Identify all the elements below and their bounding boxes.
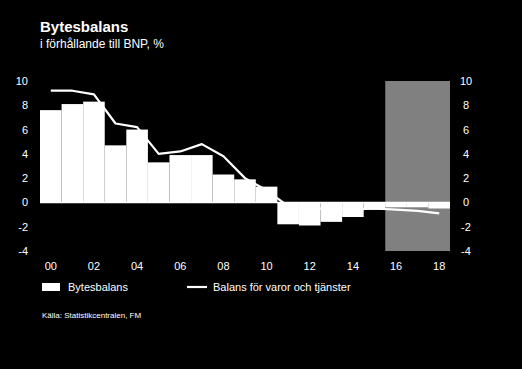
bar: [126, 130, 148, 203]
bar: [105, 145, 127, 202]
y-tick-label: 6: [22, 124, 28, 136]
y2-tick-label: 0: [463, 196, 469, 208]
y2-tick-label: 2: [463, 172, 469, 184]
x-tick-label: 00: [45, 260, 57, 272]
x-tick-label: 04: [131, 260, 143, 272]
subtitle: i förhållande till BNP, %: [40, 37, 164, 51]
x-tick-label: 02: [88, 260, 100, 272]
legend-label: Balans för varor och tjänster: [213, 281, 351, 293]
y-tick-label: 10: [16, 75, 28, 87]
x-tick-label: 08: [217, 260, 229, 272]
forecast-shade: [385, 81, 450, 251]
y-tick-label: -4: [18, 245, 28, 257]
legend-swatch: [187, 286, 207, 288]
bar: [62, 104, 84, 202]
bar: [428, 202, 450, 208]
bar: [191, 155, 213, 202]
x-tick-label: 06: [174, 260, 186, 272]
x-tick-label: 10: [260, 260, 272, 272]
y2-tick-label: -4: [461, 245, 471, 257]
y2-tick-label: 10: [460, 75, 472, 87]
bar: [40, 110, 62, 202]
plot-area: [40, 91, 450, 226]
source: Källa: Statistikcentralen, FM: [42, 311, 141, 320]
bar: [148, 162, 170, 202]
y-tick-label: -2: [18, 221, 28, 233]
y-tick-label: 2: [22, 172, 28, 184]
legend-swatch: [42, 283, 60, 291]
y-tick-label: 4: [22, 148, 28, 160]
bar: [83, 102, 105, 203]
x-tick-label: 18: [433, 260, 445, 272]
x-tick-label: 16: [390, 260, 402, 272]
y-tick-label: 8: [22, 99, 28, 111]
x-tick-label: 12: [304, 260, 316, 272]
x-tick-label: 14: [347, 260, 359, 272]
legend-label: Bytesbalans: [68, 281, 128, 293]
bar: [213, 175, 235, 203]
y2-tick-label: 4: [463, 148, 469, 160]
bar: [299, 202, 321, 225]
bar: [321, 202, 343, 221]
bar: [169, 155, 191, 202]
title: Bytesbalans: [40, 18, 128, 35]
y2-tick-label: 6: [463, 124, 469, 136]
y2-tick-label: 8: [463, 99, 469, 111]
line-series: [51, 91, 439, 214]
y2-tick-label: -2: [461, 221, 471, 233]
y-tick-label: 0: [22, 196, 28, 208]
background: [0, 0, 522, 369]
zero-line: [40, 202, 450, 204]
